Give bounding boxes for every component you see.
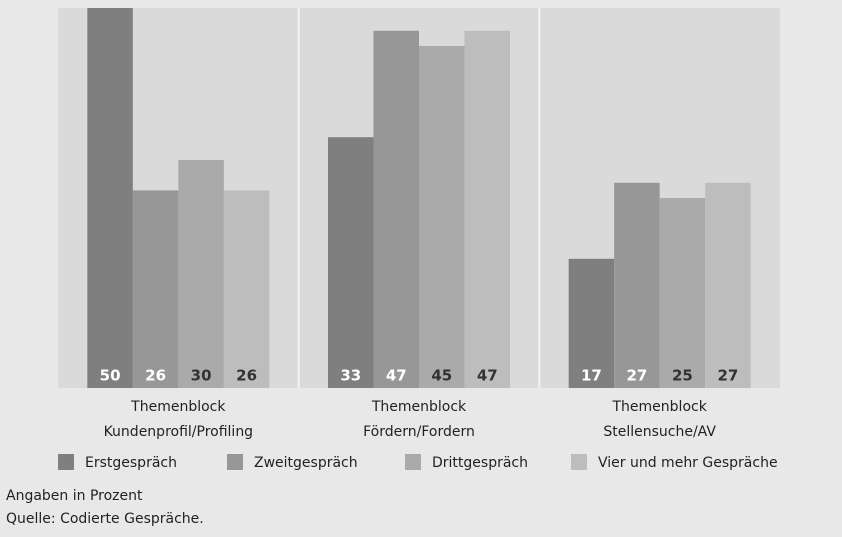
- value-label: 30: [191, 367, 212, 385]
- value-label: 47: [477, 367, 498, 385]
- x-tick-label: Themenblock: [612, 399, 708, 415]
- bar: [705, 182, 751, 388]
- x-tick-label: Fördern/Fordern: [363, 424, 475, 440]
- bar: [373, 30, 419, 389]
- bar: [328, 137, 374, 388]
- value-label: 33: [340, 367, 361, 385]
- bar: [419, 46, 465, 388]
- bar: [87, 8, 133, 388]
- bar: [464, 30, 510, 389]
- value-label: 50: [100, 367, 121, 385]
- value-label: 27: [626, 367, 647, 385]
- legend-swatch: [571, 454, 587, 470]
- bar: [132, 190, 179, 388]
- note: Quelle: Codierte Gespräche.: [6, 511, 204, 527]
- x-tick-label: Themenblock: [371, 399, 467, 415]
- note: Angaben in Prozent: [6, 488, 143, 504]
- value-label: 26: [145, 367, 166, 385]
- value-label: 25: [672, 367, 693, 385]
- bar: [223, 190, 270, 388]
- x-tick-label: Stellensuche/AV: [603, 424, 716, 440]
- value-label: 27: [717, 367, 738, 385]
- legend-swatch: [405, 454, 421, 470]
- legend-label: Vier und mehr Gespräche: [598, 455, 778, 471]
- legend-label: Erstgespräch: [85, 455, 177, 471]
- value-label: 26: [236, 367, 257, 385]
- legend-swatch: [227, 454, 243, 470]
- legend-label: Zweitgespräch: [254, 455, 358, 471]
- value-label: 47: [386, 367, 407, 385]
- legend-swatch: [58, 454, 74, 470]
- legend-label: Drittgespräch: [432, 455, 528, 471]
- bar: [568, 258, 615, 388]
- bar: [659, 198, 706, 388]
- x-tick-label: Themenblock: [130, 399, 226, 415]
- value-label: 45: [431, 367, 452, 385]
- bar: [178, 160, 224, 388]
- bar: [614, 182, 660, 388]
- x-tick-label: Kundenprofil/Profiling: [104, 424, 254, 440]
- value-label: 17: [581, 367, 602, 385]
